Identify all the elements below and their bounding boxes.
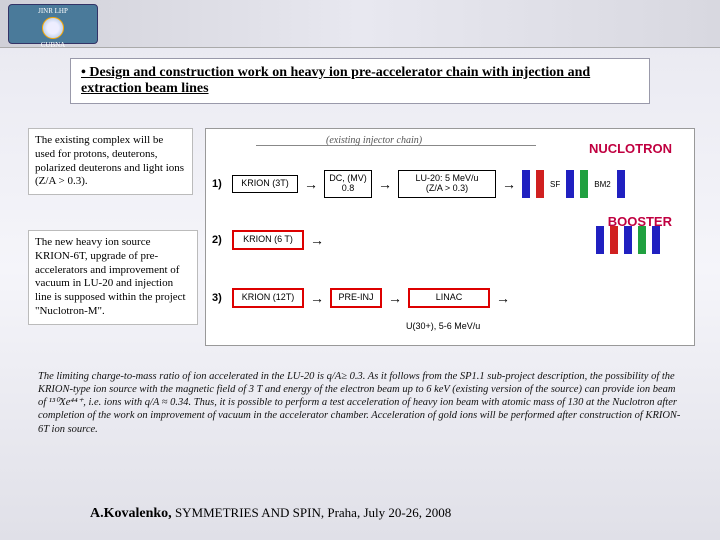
textblock-existing-complex: The existing complex will be used for pr… [28, 128, 193, 195]
chip-blue [596, 226, 604, 254]
brace-line [256, 145, 536, 155]
footer-author: A.Kovalenko, [90, 506, 172, 521]
chip-blue [566, 170, 574, 198]
limiting-ratio-paragraph: The limiting charge-to-mass ratio of ion… [38, 370, 684, 436]
chip-blue [624, 226, 632, 254]
arrow-icon: → [304, 176, 318, 192]
chip-blue [617, 170, 625, 198]
jinr-logo: JINR LHP CUBNA [8, 4, 98, 44]
arrow-icon: → [388, 290, 402, 306]
diagram-row-3: 3) KRION (12T) → PRE-INJ → LINAC → [212, 279, 510, 317]
nuclotron-label: NUCLOTRON [589, 141, 672, 156]
injector-chain-diagram: (existing injector chain) NUCLOTRON BOOS… [205, 128, 695, 346]
krion-12t-box: KRION (12T) [232, 288, 304, 308]
slide-header: JINR LHP CUBNA [0, 0, 720, 48]
preinj-box: PRE-INJ [330, 288, 382, 308]
krion-3t-box: KRION (3T) [232, 175, 298, 193]
logo-text-bottom: CUBNA [11, 41, 95, 49]
arrow-icon: → [496, 290, 510, 306]
row2-num: 2) [212, 234, 226, 246]
textblock-new-source: The new heavy ion source KRION-6T, upgra… [28, 230, 198, 325]
linac-box: LINAC [408, 288, 490, 308]
chip-red [610, 226, 618, 254]
arrow-icon: → [502, 176, 516, 192]
arrow-icon: → [378, 176, 392, 192]
slide-title: • Design and construction work on heavy … [70, 58, 650, 104]
chip-red [536, 170, 544, 198]
diagram-row-1: 1) KRION (3T) → DC, (MV) 0.8 → LU-20: 5 … [212, 165, 625, 203]
chip-green [638, 226, 646, 254]
dc-box: DC, (MV) 0.8 [324, 170, 372, 198]
arrow-icon: → [310, 290, 324, 306]
chip-blue [652, 226, 660, 254]
bm2-label: BM2 [594, 180, 610, 189]
diagram-row-2: 2) KRION (6 T) → [212, 221, 660, 259]
slide-footer: A.Kovalenko, SYMMETRIES AND SPIN, Praha,… [90, 505, 451, 522]
u30-label: U(30+), 5-6 MeV/u [406, 321, 480, 331]
sf-label: SF [550, 180, 560, 189]
chip-green [580, 170, 588, 198]
arrow-icon: → [310, 232, 324, 248]
row3-num: 3) [212, 292, 226, 304]
chip-blue [522, 170, 530, 198]
krion-6t-box: KRION (6 T) [232, 230, 304, 250]
footer-conference: SYMMETRIES AND SPIN, Praha, July 20-26, … [172, 505, 452, 520]
row1-num: 1) [212, 178, 226, 190]
lu20-box: LU-20: 5 MeV/u (Z/A > 0.3) [398, 170, 496, 198]
logo-emblem [42, 17, 64, 39]
logo-text-top: JINR LHP [11, 7, 95, 15]
